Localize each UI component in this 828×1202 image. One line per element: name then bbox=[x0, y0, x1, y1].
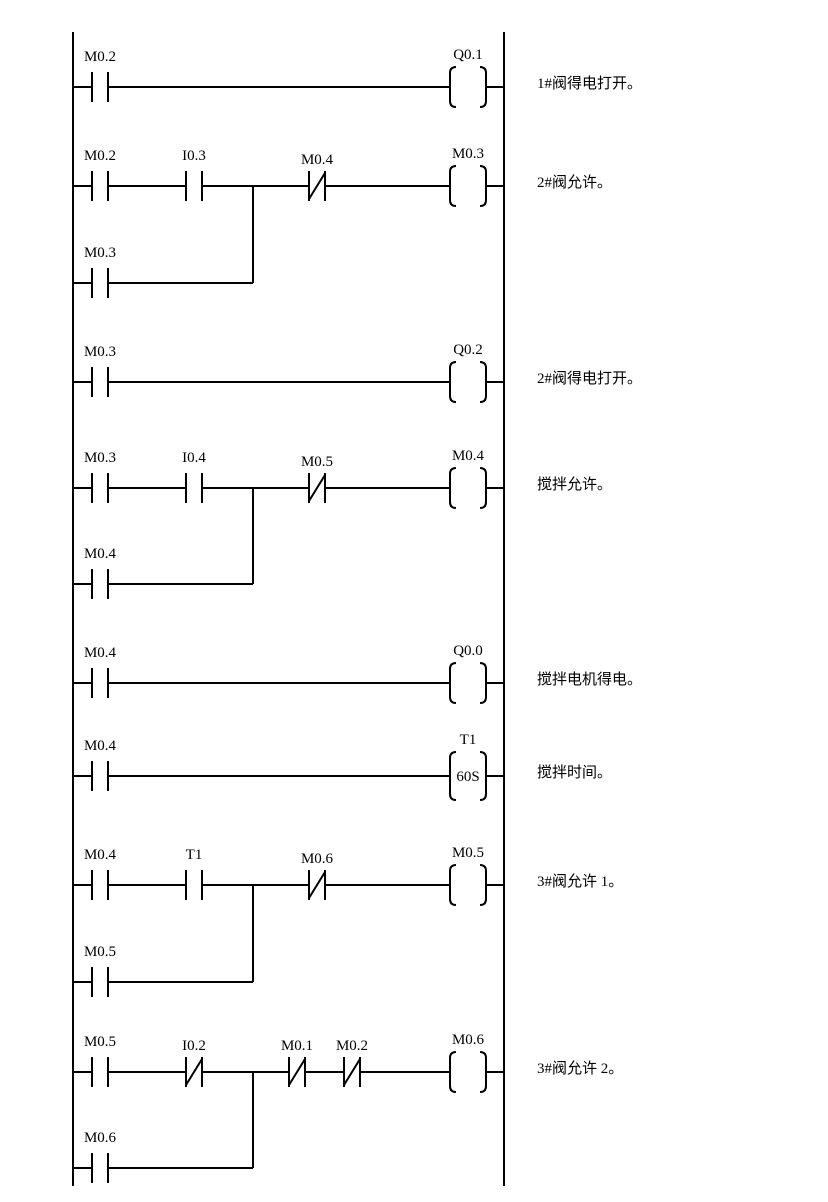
rung-comment: 搅拌时间。 bbox=[537, 764, 612, 781]
contact-label: M0.2 bbox=[84, 148, 116, 164]
contact-label: M0.5 bbox=[84, 1034, 116, 1050]
normally-closed-contact: M0.4 bbox=[301, 152, 334, 201]
coil-label: Q0.2 bbox=[453, 342, 483, 358]
timer-preset: 60S bbox=[456, 769, 479, 785]
normally-open-contact: I0.3 bbox=[182, 148, 206, 201]
rung-comment: 搅拌允许。 bbox=[537, 476, 612, 493]
coil-label: Q0.0 bbox=[453, 643, 483, 659]
contact-label: I0.3 bbox=[182, 148, 206, 164]
contact-label: I0.2 bbox=[182, 1038, 206, 1054]
normally-open-contact: M0.4 bbox=[84, 738, 117, 791]
rung-comment: 搅拌电机得电。 bbox=[537, 671, 642, 688]
output-coil: Q0.1 bbox=[449, 47, 504, 108]
normally-closed-contact: M0.1 bbox=[281, 1038, 313, 1087]
rung-1: M0.2 Q0.1 1#阀得电打开。 bbox=[73, 47, 642, 108]
normally-closed-contact: M0.5 bbox=[301, 454, 333, 503]
output-coil: M0.5 bbox=[449, 845, 504, 906]
normally-closed-contact: M0.6 bbox=[301, 851, 334, 900]
parallel-branch: M0.4 bbox=[73, 488, 254, 599]
rung-comment: 1#阀得电打开。 bbox=[537, 75, 642, 92]
contact-label: M0.2 bbox=[84, 49, 116, 65]
normally-open-contact: M0.3 bbox=[84, 245, 116, 298]
normally-open-contact: M0.6 bbox=[84, 1130, 117, 1183]
contact-label: M0.6 bbox=[84, 1130, 117, 1146]
normally-open-contact: M0.2 bbox=[84, 148, 116, 201]
rung-comment: 2#阀得电打开。 bbox=[537, 370, 642, 387]
timer-box: T1 60S bbox=[449, 732, 504, 801]
normally-open-contact: M0.5 bbox=[84, 1034, 116, 1087]
parallel-branch: M0.5 bbox=[73, 885, 254, 997]
rung-8: M0.5 I0.2 M0.1 M0.2 M0.6 M0.6 3#阀允许 2。 bbox=[73, 1032, 623, 1183]
coil-label: M0.4 bbox=[452, 448, 485, 464]
rung-2: M0.2 I0.3 M0.4 M0.3 M0.3 2#阀允许。 bbox=[73, 146, 612, 298]
contact-label: M0.3 bbox=[84, 245, 116, 261]
rung-6: M0.4 T1 60S 搅拌时间。 bbox=[73, 732, 612, 801]
parallel-branch: M0.3 bbox=[73, 186, 254, 298]
contact-label: I0.4 bbox=[182, 450, 206, 466]
normally-open-contact: I0.4 bbox=[182, 450, 206, 503]
contact-label: M0.2 bbox=[336, 1038, 368, 1054]
normally-open-contact: M0.5 bbox=[84, 944, 116, 997]
rung-5: M0.4 Q0.0 搅拌电机得电。 bbox=[73, 643, 642, 704]
normally-open-contact: M0.3 bbox=[84, 450, 116, 503]
rung-7: M0.4 T1 M0.6 M0.5 M0.5 3#阀允许 1。 bbox=[73, 845, 623, 997]
coil-label: T1 bbox=[460, 732, 477, 748]
contact-label: M0.4 bbox=[84, 645, 117, 661]
normally-closed-contact: I0.2 bbox=[182, 1038, 206, 1087]
normally-open-contact: M0.4 bbox=[84, 546, 117, 599]
rung-comment: 3#阀允许 1。 bbox=[537, 873, 623, 890]
contact-label: M0.1 bbox=[281, 1038, 313, 1054]
output-coil: Q0.0 bbox=[449, 643, 504, 704]
contact-label: M0.5 bbox=[84, 944, 116, 960]
contact-label: M0.3 bbox=[84, 344, 116, 360]
parallel-branch: M0.6 bbox=[73, 1072, 254, 1183]
normally-open-contact: M0.3 bbox=[84, 344, 116, 397]
normally-open-contact: M0.4 bbox=[84, 847, 117, 900]
contact-label: M0.6 bbox=[301, 851, 334, 867]
contact-label: M0.5 bbox=[301, 454, 333, 470]
contact-label: M0.3 bbox=[84, 450, 116, 466]
output-coil: M0.4 bbox=[449, 448, 504, 509]
normally-open-contact: M0.4 bbox=[84, 645, 117, 698]
coil-label: M0.3 bbox=[452, 146, 484, 162]
rung-comment: 3#阀允许 2。 bbox=[537, 1060, 623, 1077]
coil-label: Q0.1 bbox=[453, 47, 483, 63]
normally-closed-contact: M0.2 bbox=[336, 1038, 368, 1087]
contact-label: M0.4 bbox=[301, 152, 334, 168]
normally-open-contact: T1 bbox=[185, 847, 203, 900]
output-coil: Q0.2 bbox=[449, 342, 504, 403]
rung-comment: 2#阀允许。 bbox=[537, 174, 612, 191]
output-coil: M0.6 bbox=[449, 1032, 504, 1093]
contact-label: M0.4 bbox=[84, 546, 117, 562]
contact-label: M0.4 bbox=[84, 847, 117, 863]
coil-label: M0.6 bbox=[452, 1032, 485, 1048]
output-coil: M0.3 bbox=[449, 146, 504, 207]
rung-3: M0.3 Q0.2 2#阀得电打开。 bbox=[73, 342, 642, 403]
contact-label: T1 bbox=[186, 847, 203, 863]
coil-label: M0.5 bbox=[452, 845, 484, 861]
rung-4: M0.3 I0.4 M0.5 M0.4 M0.4 搅拌允许。 bbox=[73, 448, 612, 599]
normally-open-contact: M0.2 bbox=[84, 49, 116, 102]
contact-label: M0.4 bbox=[84, 738, 117, 754]
